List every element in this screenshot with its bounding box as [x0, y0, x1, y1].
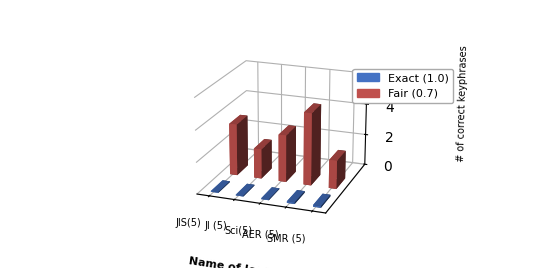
Legend: Exact (1.0), Fair (0.7): Exact (1.0), Fair (0.7) [352, 69, 453, 103]
X-axis label: Name of Journal: Name of Journal [188, 256, 289, 268]
